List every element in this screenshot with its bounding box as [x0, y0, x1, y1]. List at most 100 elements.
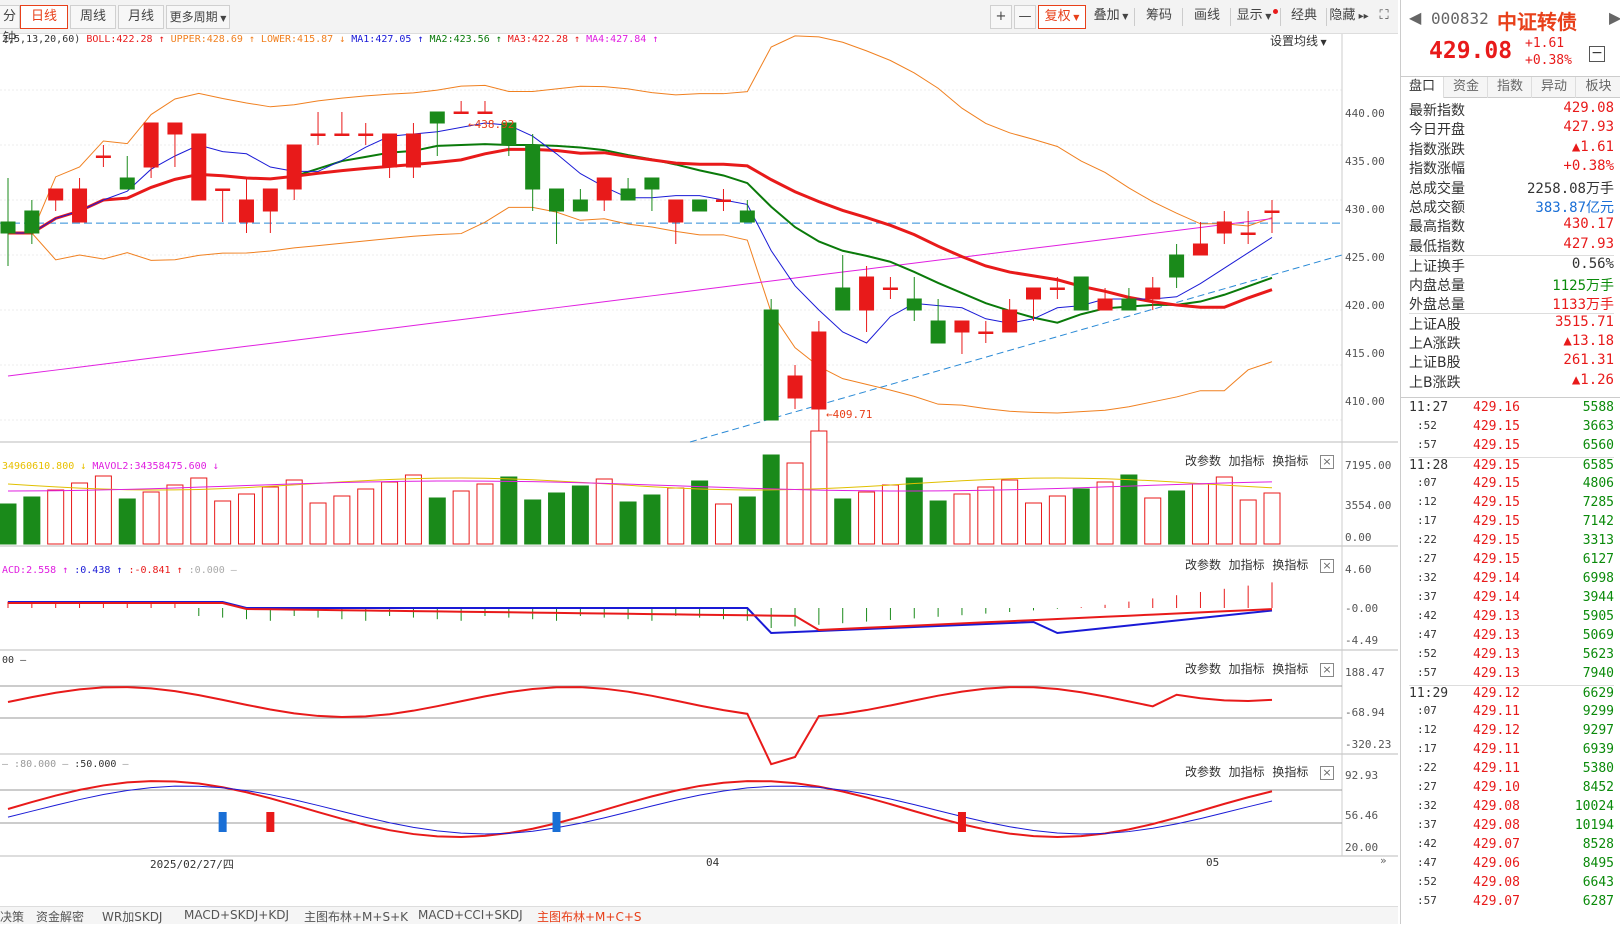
close-panel-icon[interactable]: ×: [1320, 455, 1334, 469]
change-params-button[interactable]: 改参数: [1185, 765, 1222, 779]
tick-price: 429.15: [1473, 476, 1520, 491]
stat-value: ▲1.26: [1571, 371, 1614, 388]
ma-settings-button[interactable]: 设置均线 ▼: [1270, 32, 1327, 49]
candle-body: [477, 111, 493, 114]
volume-bar: [428, 497, 446, 545]
tab-orderbook[interactable]: 盘口: [1401, 77, 1444, 98]
current-price: 429.08: [1429, 38, 1513, 64]
kdj-signal: [957, 812, 966, 832]
hide-label: 隐藏: [1329, 8, 1356, 23]
dropdown-icon: ▼: [1262, 12, 1272, 21]
tick-volume: 7142: [1582, 514, 1614, 529]
tab-fund[interactable]: 资金: [1445, 77, 1488, 98]
tab-boll-mcs[interactable]: 主图布林+M+C+S: [537, 910, 642, 924]
next-arrow-icon[interactable]: ▶: [1609, 8, 1620, 27]
period-monthly-button[interactable]: 月线: [118, 5, 164, 29]
up-arrow-icon: ↑: [568, 34, 587, 45]
display-button[interactable]: 显示 ▼: [1232, 5, 1278, 29]
candle-body: [119, 177, 135, 190]
tab-macd-skdj-kdj[interactable]: MACD+SKDJ+KDJ: [184, 908, 289, 922]
stat-value: 261.31: [1563, 352, 1614, 369]
close-panel-icon[interactable]: ×: [1320, 663, 1334, 677]
volume-bar: [166, 484, 184, 545]
chips-button[interactable]: 筹码: [1145, 8, 1172, 23]
switch-indicator-button[interactable]: 换指标: [1272, 558, 1309, 572]
stat-label: 上证换手: [1409, 259, 1465, 276]
add-indicator-button[interactable]: 加指标: [1228, 765, 1265, 779]
stat-label: 指数涨跌: [1409, 141, 1465, 158]
collapse-icon[interactable]: −: [1589, 46, 1605, 62]
tick-row: :17 429.15 7142: [1409, 514, 1614, 533]
tick-row: 11:27 429.16 5588: [1409, 400, 1614, 419]
stock-name: 中证转债: [1497, 10, 1577, 34]
tick-volume: 6127: [1582, 552, 1614, 567]
tick-time: :27: [1417, 780, 1437, 793]
stat-label: 最低指数: [1409, 238, 1465, 255]
prev-arrow-icon[interactable]: ◀: [1409, 8, 1422, 27]
tick-volume: 7940: [1582, 666, 1614, 681]
tick-volume: 5588: [1582, 400, 1614, 415]
stat-value: 430.17: [1563, 216, 1614, 233]
close-panel-icon[interactable]: ×: [1320, 559, 1334, 573]
tick-volume: 5623: [1582, 647, 1614, 662]
kdj-upper-value: :80.000: [14, 759, 57, 770]
volume-bar: [1096, 481, 1114, 545]
tab-sector[interactable]: 板块: [1585, 79, 1612, 94]
volume-bar: [452, 490, 470, 545]
zoom-out-button[interactable]: —: [1014, 5, 1036, 29]
close-panel-icon[interactable]: ×: [1320, 766, 1334, 780]
scroll-right-icon[interactable]: »: [1380, 854, 1387, 867]
change-params-button[interactable]: 改参数: [1185, 454, 1222, 468]
volume-bar: [214, 500, 232, 545]
period-more-button[interactable]: 更多周期 ▼: [166, 5, 230, 29]
tab-wr-skdj[interactable]: WR加SKDJ: [102, 910, 163, 924]
kline-chart[interactable]: 2,5,13,20,60) BOLL:422.28 ↑ UPPER:428.69…: [0, 34, 1398, 890]
tick-price: 429.15: [1473, 495, 1520, 510]
draw-button[interactable]: 画线: [1193, 8, 1220, 23]
ma-settings-label: 设置均线: [1270, 34, 1319, 48]
candle-body: [405, 133, 421, 168]
change-params-button[interactable]: 改参数: [1185, 558, 1222, 572]
volume-bar: [118, 498, 136, 545]
add-indicator-button[interactable]: 加指标: [1228, 454, 1265, 468]
tick-row: :47 429.13 5069: [1409, 628, 1614, 647]
kdj-tick: 20.00: [1345, 841, 1379, 854]
period-weekly-button[interactable]: 周线: [70, 5, 116, 29]
adjust-button[interactable]: 复权 ▼: [1038, 5, 1086, 29]
fullscreen-icon[interactable]: ⛶: [1379, 8, 1389, 23]
tab-fund-decode[interactable]: 资金解密: [36, 910, 85, 924]
switch-indicator-button[interactable]: 换指标: [1272, 454, 1309, 468]
add-indicator-button[interactable]: 加指标: [1228, 662, 1265, 676]
period-minute-button[interactable]: 分钟: [0, 5, 20, 46]
volume-bar: [1048, 495, 1066, 545]
volume-bar: [929, 500, 947, 545]
tab-decision[interactable]: 决策: [0, 910, 25, 924]
tick-volume: 10024: [1574, 799, 1614, 814]
period-daily-button[interactable]: 日线: [20, 5, 68, 29]
change-params-button[interactable]: 改参数: [1185, 662, 1222, 676]
tick-volume: 6998: [1582, 571, 1614, 586]
up-arrow-icon: ↑: [411, 34, 430, 45]
tick-volume: 10194: [1574, 818, 1614, 833]
tab-boll-msk[interactable]: 主图布林+M+S+K: [304, 910, 409, 924]
tab-index[interactable]: 指数: [1489, 77, 1532, 98]
tab-anomaly[interactable]: 异动: [1533, 77, 1576, 98]
hide-button[interactable]: 隐藏 ▸▸: [1328, 5, 1370, 29]
add-indicator-button[interactable]: 加指标: [1228, 558, 1265, 572]
switch-indicator-button[interactable]: 换指标: [1272, 765, 1309, 779]
candle-body: [715, 199, 731, 202]
stat-label: 总成交额: [1409, 200, 1465, 216]
stat-value: 1133万手: [1552, 297, 1614, 313]
price-tick: 430.00: [1345, 203, 1385, 216]
tick-volume: 5380: [1582, 761, 1614, 776]
classic-button[interactable]: 经典: [1290, 8, 1317, 23]
overlay-button[interactable]: 叠加 ▼: [1090, 5, 1132, 29]
switch-indicator-button[interactable]: 换指标: [1272, 662, 1309, 676]
tick-volume: 3663: [1582, 419, 1614, 434]
candle-body: [668, 199, 684, 223]
dropdown-icon: ▼: [1119, 12, 1129, 21]
volume-bar: [23, 496, 41, 545]
tab-macd-cci-skdj[interactable]: MACD+CCI+SKDJ: [418, 908, 523, 922]
zoom-in-button[interactable]: +: [990, 5, 1012, 29]
candle-body: [1026, 287, 1042, 300]
